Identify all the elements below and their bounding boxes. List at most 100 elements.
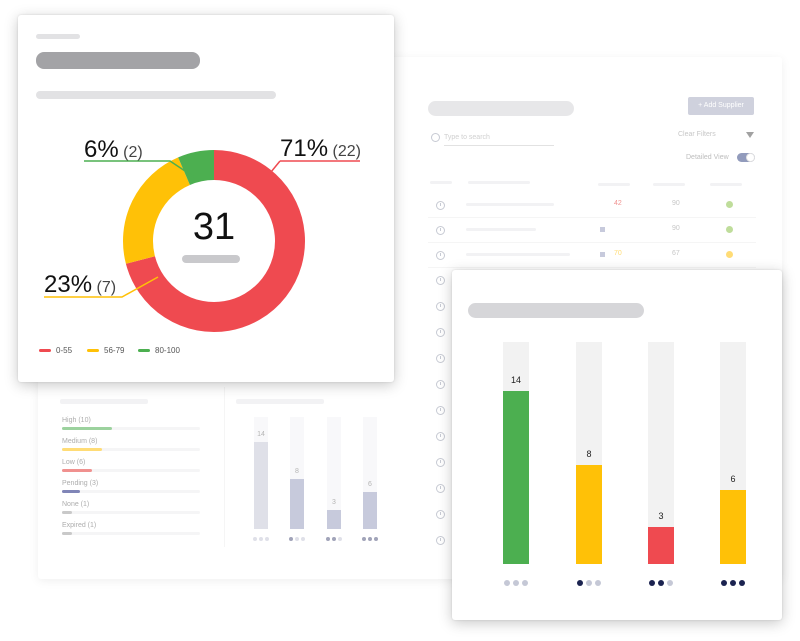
clock-icon: [436, 226, 445, 235]
row-name-placeholder: [466, 228, 536, 231]
filters-title-placeholder: [60, 399, 148, 404]
segment-label-green: 6% (2): [84, 136, 143, 164]
severity-dot: [504, 580, 510, 586]
mini-severity-dot: [259, 537, 263, 541]
score-distribution-card: 31 71% (22) 6% (2) 23% (7) 0-55 56-79 80…: [18, 15, 394, 382]
detailed-view-toggle[interactable]: [737, 153, 755, 162]
bar[interactable]: [648, 527, 674, 564]
filter-fill: [62, 448, 102, 451]
table-row[interactable]: 70 67: [428, 243, 756, 268]
row-marker: [600, 227, 605, 232]
severity-dot: [730, 580, 736, 586]
clock-icon: [436, 406, 445, 415]
clock-icon: [436, 484, 445, 493]
leader-line-green: [84, 160, 195, 178]
filter-track: [62, 490, 200, 493]
clock-icon: [436, 510, 445, 519]
mini-severity-dot: [332, 537, 336, 541]
filter-label[interactable]: Pending (3): [62, 480, 99, 487]
mini-bar-value: 3: [332, 499, 336, 506]
row-value: 67: [672, 250, 680, 257]
filter-fill: [62, 490, 80, 493]
clock-icon: [436, 380, 445, 389]
segment-percent: 6%: [84, 136, 119, 163]
row-score: 42: [614, 200, 622, 207]
filter-track: [62, 511, 200, 514]
clear-filters-link[interactable]: Clear Filters: [678, 131, 716, 138]
table-row[interactable]: 42 90: [428, 193, 756, 218]
mini-severity-dot: [295, 537, 299, 541]
severity-dot: [721, 580, 727, 586]
bar-value-label: 14: [510, 375, 521, 385]
donut-segment-yellow: [123, 157, 191, 264]
segment-label-yellow: 23% (7): [44, 271, 116, 299]
segment-count: (7): [96, 279, 117, 296]
search-icon: [431, 133, 440, 142]
mini-bar-value: 14: [257, 431, 265, 438]
row-value: 90: [672, 225, 680, 232]
mini-chart-title-placeholder: [236, 399, 324, 404]
clock-icon: [436, 432, 445, 441]
severity-dot: [577, 580, 583, 586]
donut-segment-green: [178, 150, 215, 186]
col-header: [468, 181, 530, 184]
row-value: 90: [672, 200, 680, 207]
mini-severity-dot: [362, 537, 366, 541]
filter-label[interactable]: Low (6): [62, 459, 86, 466]
legend-swatch: [138, 349, 150, 352]
clock-icon: [436, 536, 445, 545]
search-input[interactable]: Type to search: [444, 131, 554, 146]
bar-card-title-placeholder: [468, 303, 644, 318]
legend-label: 80-100: [155, 346, 180, 355]
filter-track: [62, 427, 200, 430]
risk-bar-card: 14 8 3 6: [452, 270, 782, 620]
segment-label-red: 71% (22): [280, 135, 361, 163]
add-supplier-button[interactable]: + Add Supplier: [688, 97, 754, 115]
bar[interactable]: [503, 391, 529, 564]
status-dot: [726, 226, 733, 233]
mini-severity-dot: [265, 537, 269, 541]
status-dot: [726, 201, 733, 208]
mini-severity-dot: [338, 537, 342, 541]
card-title-placeholder: [36, 52, 200, 69]
row-score: 70: [614, 250, 622, 257]
clock-icon: [436, 201, 445, 210]
filter-label[interactable]: Medium (8): [62, 438, 98, 445]
bar[interactable]: [720, 490, 746, 564]
row-marker: [600, 252, 605, 257]
segment-count: (2): [123, 144, 143, 161]
col-header: [710, 183, 742, 186]
bar-value-label: 3: [658, 511, 664, 521]
severity-dot: [522, 580, 528, 586]
filter-label[interactable]: None (1): [62, 501, 90, 508]
score-donut-chart: [44, 150, 360, 332]
filter-fill: [62, 469, 92, 472]
filter-track: [62, 448, 200, 451]
bar[interactable]: [576, 465, 602, 564]
filter-track: [62, 532, 200, 535]
filter-icon[interactable]: [746, 132, 754, 138]
leader-line-red: [261, 160, 360, 184]
card-eyebrow-placeholder: [36, 34, 80, 39]
mini-severity-dot: [368, 537, 372, 541]
card-subtitle-placeholder: [36, 91, 276, 99]
mini-bar: [363, 492, 377, 529]
clock-icon: [436, 251, 445, 260]
row-name-placeholder: [466, 253, 570, 256]
filter-label[interactable]: Expired (1): [62, 522, 97, 529]
legend-label: 0-55: [56, 346, 73, 355]
donut-segment-red: [125, 150, 305, 332]
severity-dot: [667, 580, 673, 586]
mini-bar: [254, 442, 268, 529]
filter-label[interactable]: High (10): [62, 417, 91, 424]
filter-track: [62, 469, 200, 472]
clock-icon: [436, 328, 445, 337]
row-name-placeholder: [466, 203, 554, 206]
mini-bar: [327, 510, 341, 529]
filter-fill: [62, 511, 72, 514]
bar-value-label: 8: [586, 449, 592, 459]
bar-value-label: 6: [730, 474, 736, 484]
table-row[interactable]: 90: [428, 218, 756, 243]
clock-icon: [436, 276, 445, 285]
severity-dot: [658, 580, 664, 586]
